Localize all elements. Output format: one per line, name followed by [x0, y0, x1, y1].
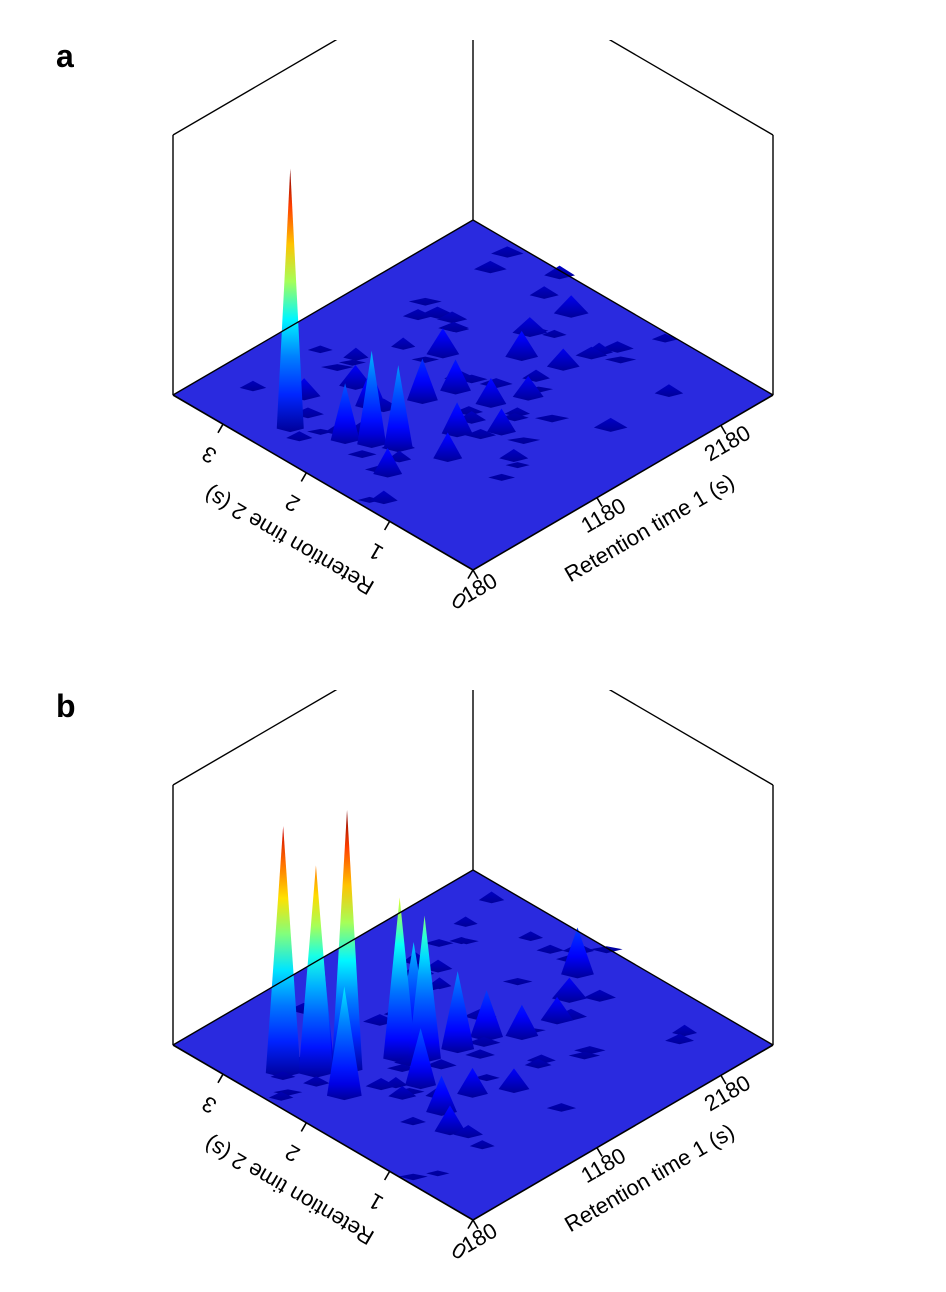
svg-text:1: 1: [364, 538, 387, 566]
svg-text:3: 3: [198, 1091, 221, 1119]
plot-a-wrap: 180118021800123Retention time 1 (s)Reten…: [53, 40, 893, 600]
svg-text:0: 0: [448, 587, 471, 615]
svg-text:0: 0: [448, 1237, 471, 1265]
panel-b: b 180118021800123Retention time 1 (s)Ret…: [0, 660, 946, 1280]
plot-b-wrap: 180118021800123Retention time 1 (s)Reten…: [53, 690, 893, 1250]
svg-text:1: 1: [364, 1188, 387, 1216]
svg-text:3: 3: [198, 441, 221, 469]
svg-text:2: 2: [281, 1140, 304, 1168]
surface-plot-a: 180118021800123Retention time 1 (s)Reten…: [53, 40, 893, 620]
surface-plot-b: 180118021800123Retention time 1 (s)Reten…: [53, 690, 893, 1270]
svg-text:2: 2: [281, 490, 304, 518]
panel-a: a 180118021800123Retention time 1 (s)Ret…: [0, 10, 946, 630]
